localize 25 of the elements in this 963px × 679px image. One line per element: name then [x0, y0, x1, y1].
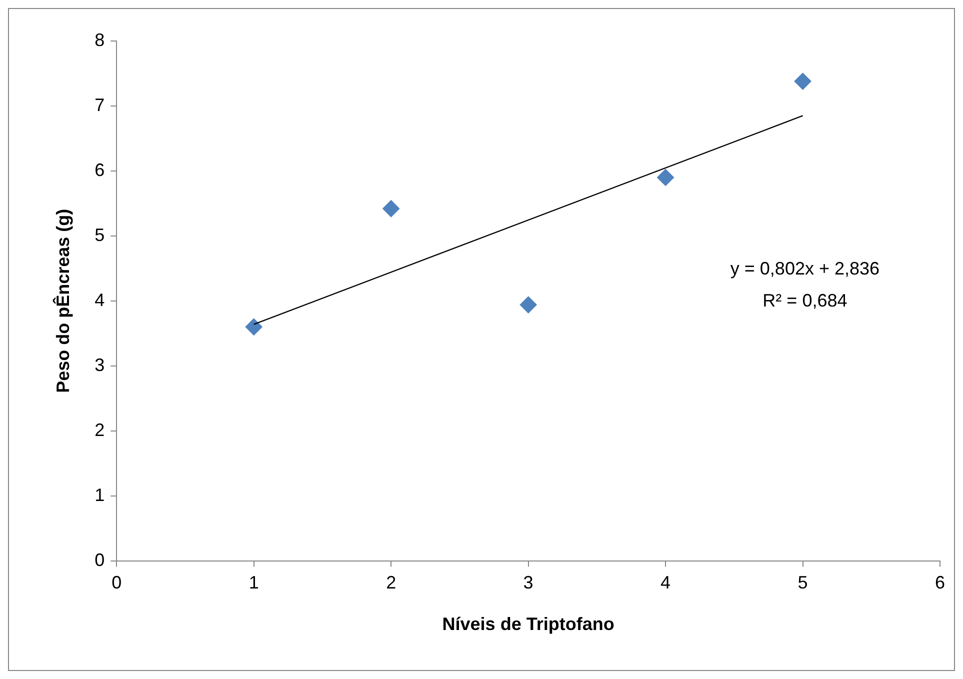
x-axis-title: Níveis de Triptofano: [442, 614, 614, 634]
y-tick-label: 8: [94, 30, 105, 50]
y-tick-label: 6: [94, 160, 105, 180]
y-tick-label: 3: [94, 354, 105, 375]
y-tick-label: 4: [94, 290, 105, 310]
point: [794, 72, 812, 90]
x-tick-label: 3: [523, 572, 534, 593]
x-tick-label: 2: [386, 572, 396, 593]
y-tick-label: 0: [94, 550, 105, 570]
x-tick-label: 5: [798, 572, 808, 593]
annotation: R² = 0,684: [762, 290, 848, 311]
x-tick-label: 6: [934, 572, 946, 593]
point: [520, 296, 537, 314]
y-tick-label: 7: [94, 94, 105, 115]
y-tick-label: 5: [94, 224, 105, 245]
point: [382, 200, 400, 218]
point: [657, 168, 674, 186]
y-tick-label: 1: [94, 484, 105, 505]
annotation: y = 0,802x + 2,836: [730, 258, 880, 279]
y-tick-label: 2: [94, 420, 105, 440]
x-tick-label: 4: [660, 572, 671, 593]
point: [245, 318, 262, 336]
x-tick-label: 0: [112, 572, 122, 593]
y-axis-title: Peso do pÊncreas (g): [52, 208, 73, 393]
x-tick-label: 1: [248, 572, 259, 593]
